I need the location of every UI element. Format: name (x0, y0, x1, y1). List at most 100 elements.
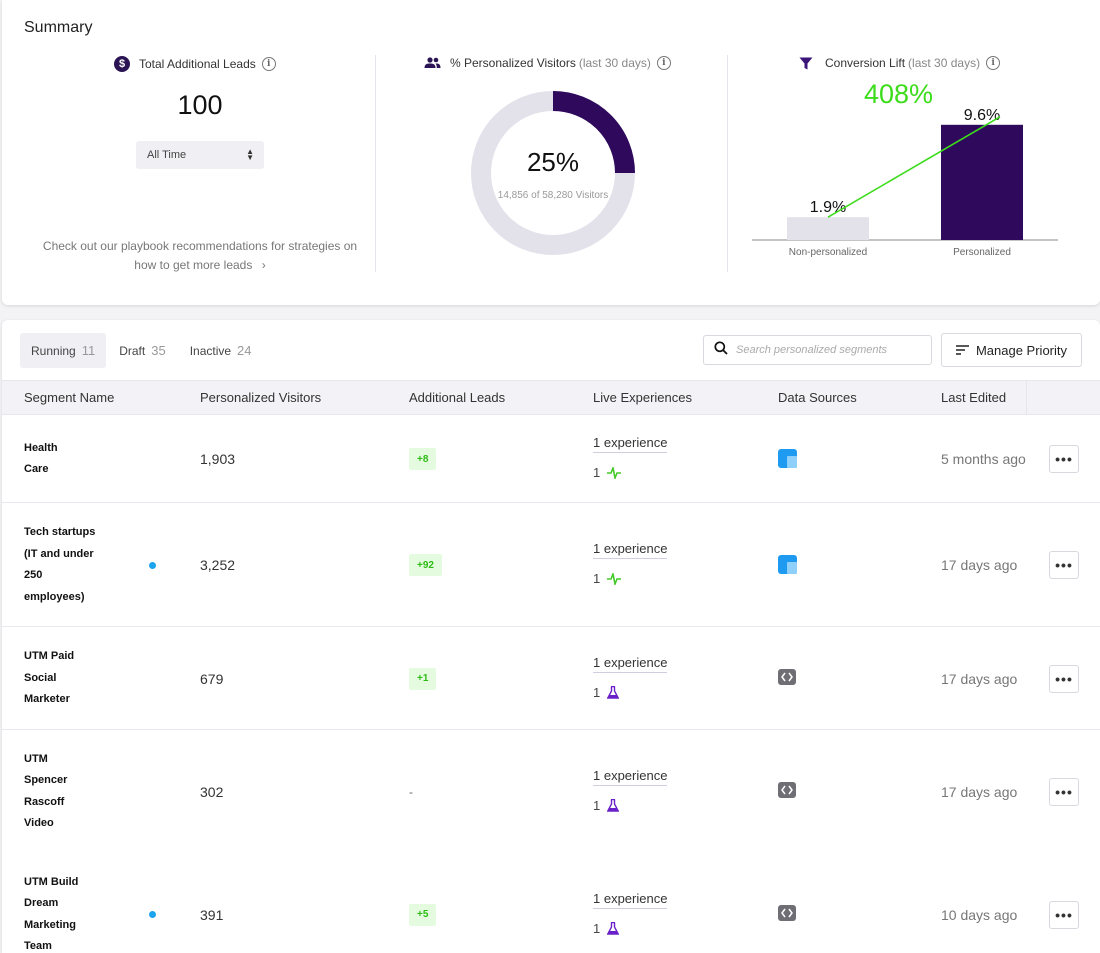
conversion-label-period: (last 30 days) (908, 56, 981, 70)
flask-icon (607, 921, 620, 935)
segment-name-line: UTM Build (24, 875, 79, 888)
segment-name[interactable]: UTM Spencer Rascoff Video (24, 749, 134, 835)
personalized-visitors: 3,252 (200, 557, 236, 573)
experience-count-value: 1 (593, 920, 601, 936)
more-actions-button[interactable]: ••• (1049, 777, 1079, 806)
segment-name[interactable]: Tech startups (IT and under 250 employees) (24, 522, 134, 608)
segment-name[interactable]: UTM Paid Social Marketer (24, 646, 134, 711)
column-header-leads[interactable]: Additional Leads (409, 390, 506, 405)
personalized-donut-chart (471, 91, 635, 255)
table-row[interactable]: UTM Paid Social Marketer 679 +1 1 experience 1… (2, 627, 1100, 730)
table-row[interactable]: UTM Build Dream Marketing Team 391 +5 1 experi… (2, 853, 1100, 953)
info-icon[interactable]: i (261, 57, 276, 71)
conversion-bar-chart: 1.9% Non-personalized 9.6% Personalized (752, 107, 1058, 258)
table-row[interactable]: Tech startups (IT and under 250 employees) 3… (2, 503, 1100, 627)
pulse-icon (607, 572, 622, 585)
lift-trend-line (827, 116, 1001, 218)
more-actions-button[interactable]: ••• (1049, 445, 1079, 473)
total-leads-label: Total Additional Leads (139, 57, 256, 71)
time-range-select[interactable]: All Time ▲ ▼ (136, 141, 264, 169)
column-header-experiences[interactable]: Live Experiences (593, 390, 692, 405)
search-box (703, 335, 932, 365)
experience-count-value: 1 (593, 684, 601, 700)
last-edited: 17 days ago (941, 557, 1018, 573)
column-header-edited[interactable]: Last Edited (941, 390, 1007, 405)
table-header: Segment Name Personalized Visitors Addit… (2, 380, 1100, 415)
manage-priority-button[interactable]: Manage Priority (941, 333, 1082, 367)
experience-link[interactable]: 1 experience (593, 768, 668, 786)
conversion-lift-value: 408% (864, 79, 934, 109)
segment-name-line: Video (24, 817, 54, 829)
tab-count: 24 (237, 343, 252, 358)
segment-name-line: 250 (24, 569, 43, 581)
x-tick-label: Personalized (953, 247, 1011, 258)
personalized-visitors: 302 (200, 783, 224, 800)
bar-personalized (941, 124, 1023, 240)
conversion-header: Conversion Lift (last 30 days) i (799, 56, 1001, 70)
segment-name-line: employees) (24, 590, 85, 603)
time-range-value: All Time (147, 149, 187, 161)
summary-card: Summary $ Total Additional Leads i 100 A… (2, 0, 1100, 305)
segment-name-line: UTM Paid (24, 650, 75, 663)
chevron-right-icon: › (261, 258, 266, 272)
more-actions-button[interactable]: ••• (1049, 664, 1079, 693)
tab-label: Draft (119, 343, 146, 358)
data-source (778, 555, 797, 579)
data-source (778, 449, 797, 473)
segment-name-line: Tech startups (24, 526, 96, 538)
personalized-visitors: 391 (200, 906, 224, 923)
experience-link[interactable]: 1 experience (593, 655, 668, 673)
status-tabs: Running 11 Draft 35 Inactive 24 (20, 333, 265, 368)
experience-link[interactable]: 1 experience (593, 891, 668, 909)
additional-leads-badge: +5 (409, 903, 437, 926)
segment-name[interactable]: Health Care (24, 438, 134, 481)
segment-name[interactable]: UTM Build Dream Marketing Team (24, 872, 134, 953)
last-edited: 5 months ago (941, 451, 1026, 467)
search-input[interactable] (736, 344, 916, 356)
experience-count-value: 1 (593, 797, 601, 813)
segment-name-line: (IT and under (24, 547, 94, 560)
column-header-sources[interactable]: Data Sources (778, 390, 857, 405)
info-icon[interactable]: i (656, 56, 671, 70)
last-edited: 17 days ago (941, 670, 1018, 687)
personalized-header: % Personalized Visitors (last 30 days) i (424, 56, 671, 70)
personalized-visitors: 1,903 (200, 451, 236, 467)
tab-inactive[interactable]: Inactive 24 (179, 333, 263, 368)
sort-lines-icon (955, 345, 969, 355)
segment-name-line: Rascoff (24, 795, 65, 808)
personalized-label: % Personalized Visitors (450, 56, 576, 70)
playbook-link[interactable]: Check out our playbook recommendations f… (42, 237, 358, 275)
blue-square-icon (778, 555, 797, 574)
more-actions-button[interactable]: ••• (1049, 900, 1079, 929)
last-edited: 17 days ago (941, 783, 1018, 800)
column-header-visitors[interactable]: Personalized Visitors (200, 390, 322, 405)
divider (375, 55, 376, 272)
table-row[interactable]: UTM Spencer Rascoff Video 302 - 1 experience 1 1… (2, 730, 1100, 853)
experience-count: 1 (593, 797, 620, 813)
tab-draft[interactable]: Draft 35 (108, 333, 176, 368)
segment-name-line: Dream (24, 897, 59, 909)
info-icon[interactable]: i (986, 56, 1001, 70)
experience-link[interactable]: 1 experience (593, 541, 668, 559)
code-icon (778, 668, 796, 685)
additional-leads: - (409, 784, 413, 799)
experience-count: 1 (593, 920, 620, 936)
more-actions-button[interactable]: ••• (1049, 551, 1079, 579)
data-source (778, 904, 796, 926)
personalized-count: 14,856 of 58,280 Visitors (497, 190, 609, 201)
manage-priority-label: Manage Priority (975, 342, 1068, 358)
pulse-icon (607, 466, 622, 479)
flask-icon (607, 685, 620, 699)
experience-link[interactable]: 1 experience (593, 435, 668, 453)
flask-icon (607, 798, 620, 812)
column-header-segment[interactable]: Segment Name (24, 390, 115, 405)
donut-fill (471, 91, 635, 255)
column-header-actions (1026, 381, 1100, 414)
search-icon (714, 340, 728, 360)
dollar-icon: $ (114, 56, 130, 72)
experience-count: 1 (593, 684, 620, 700)
tab-running[interactable]: Running 11 (20, 333, 107, 368)
code-icon (778, 781, 796, 798)
blue-square-icon (778, 449, 797, 468)
table-row[interactable]: Health Care 1,903 +8 1 experience 1 5 months a… (2, 415, 1100, 503)
